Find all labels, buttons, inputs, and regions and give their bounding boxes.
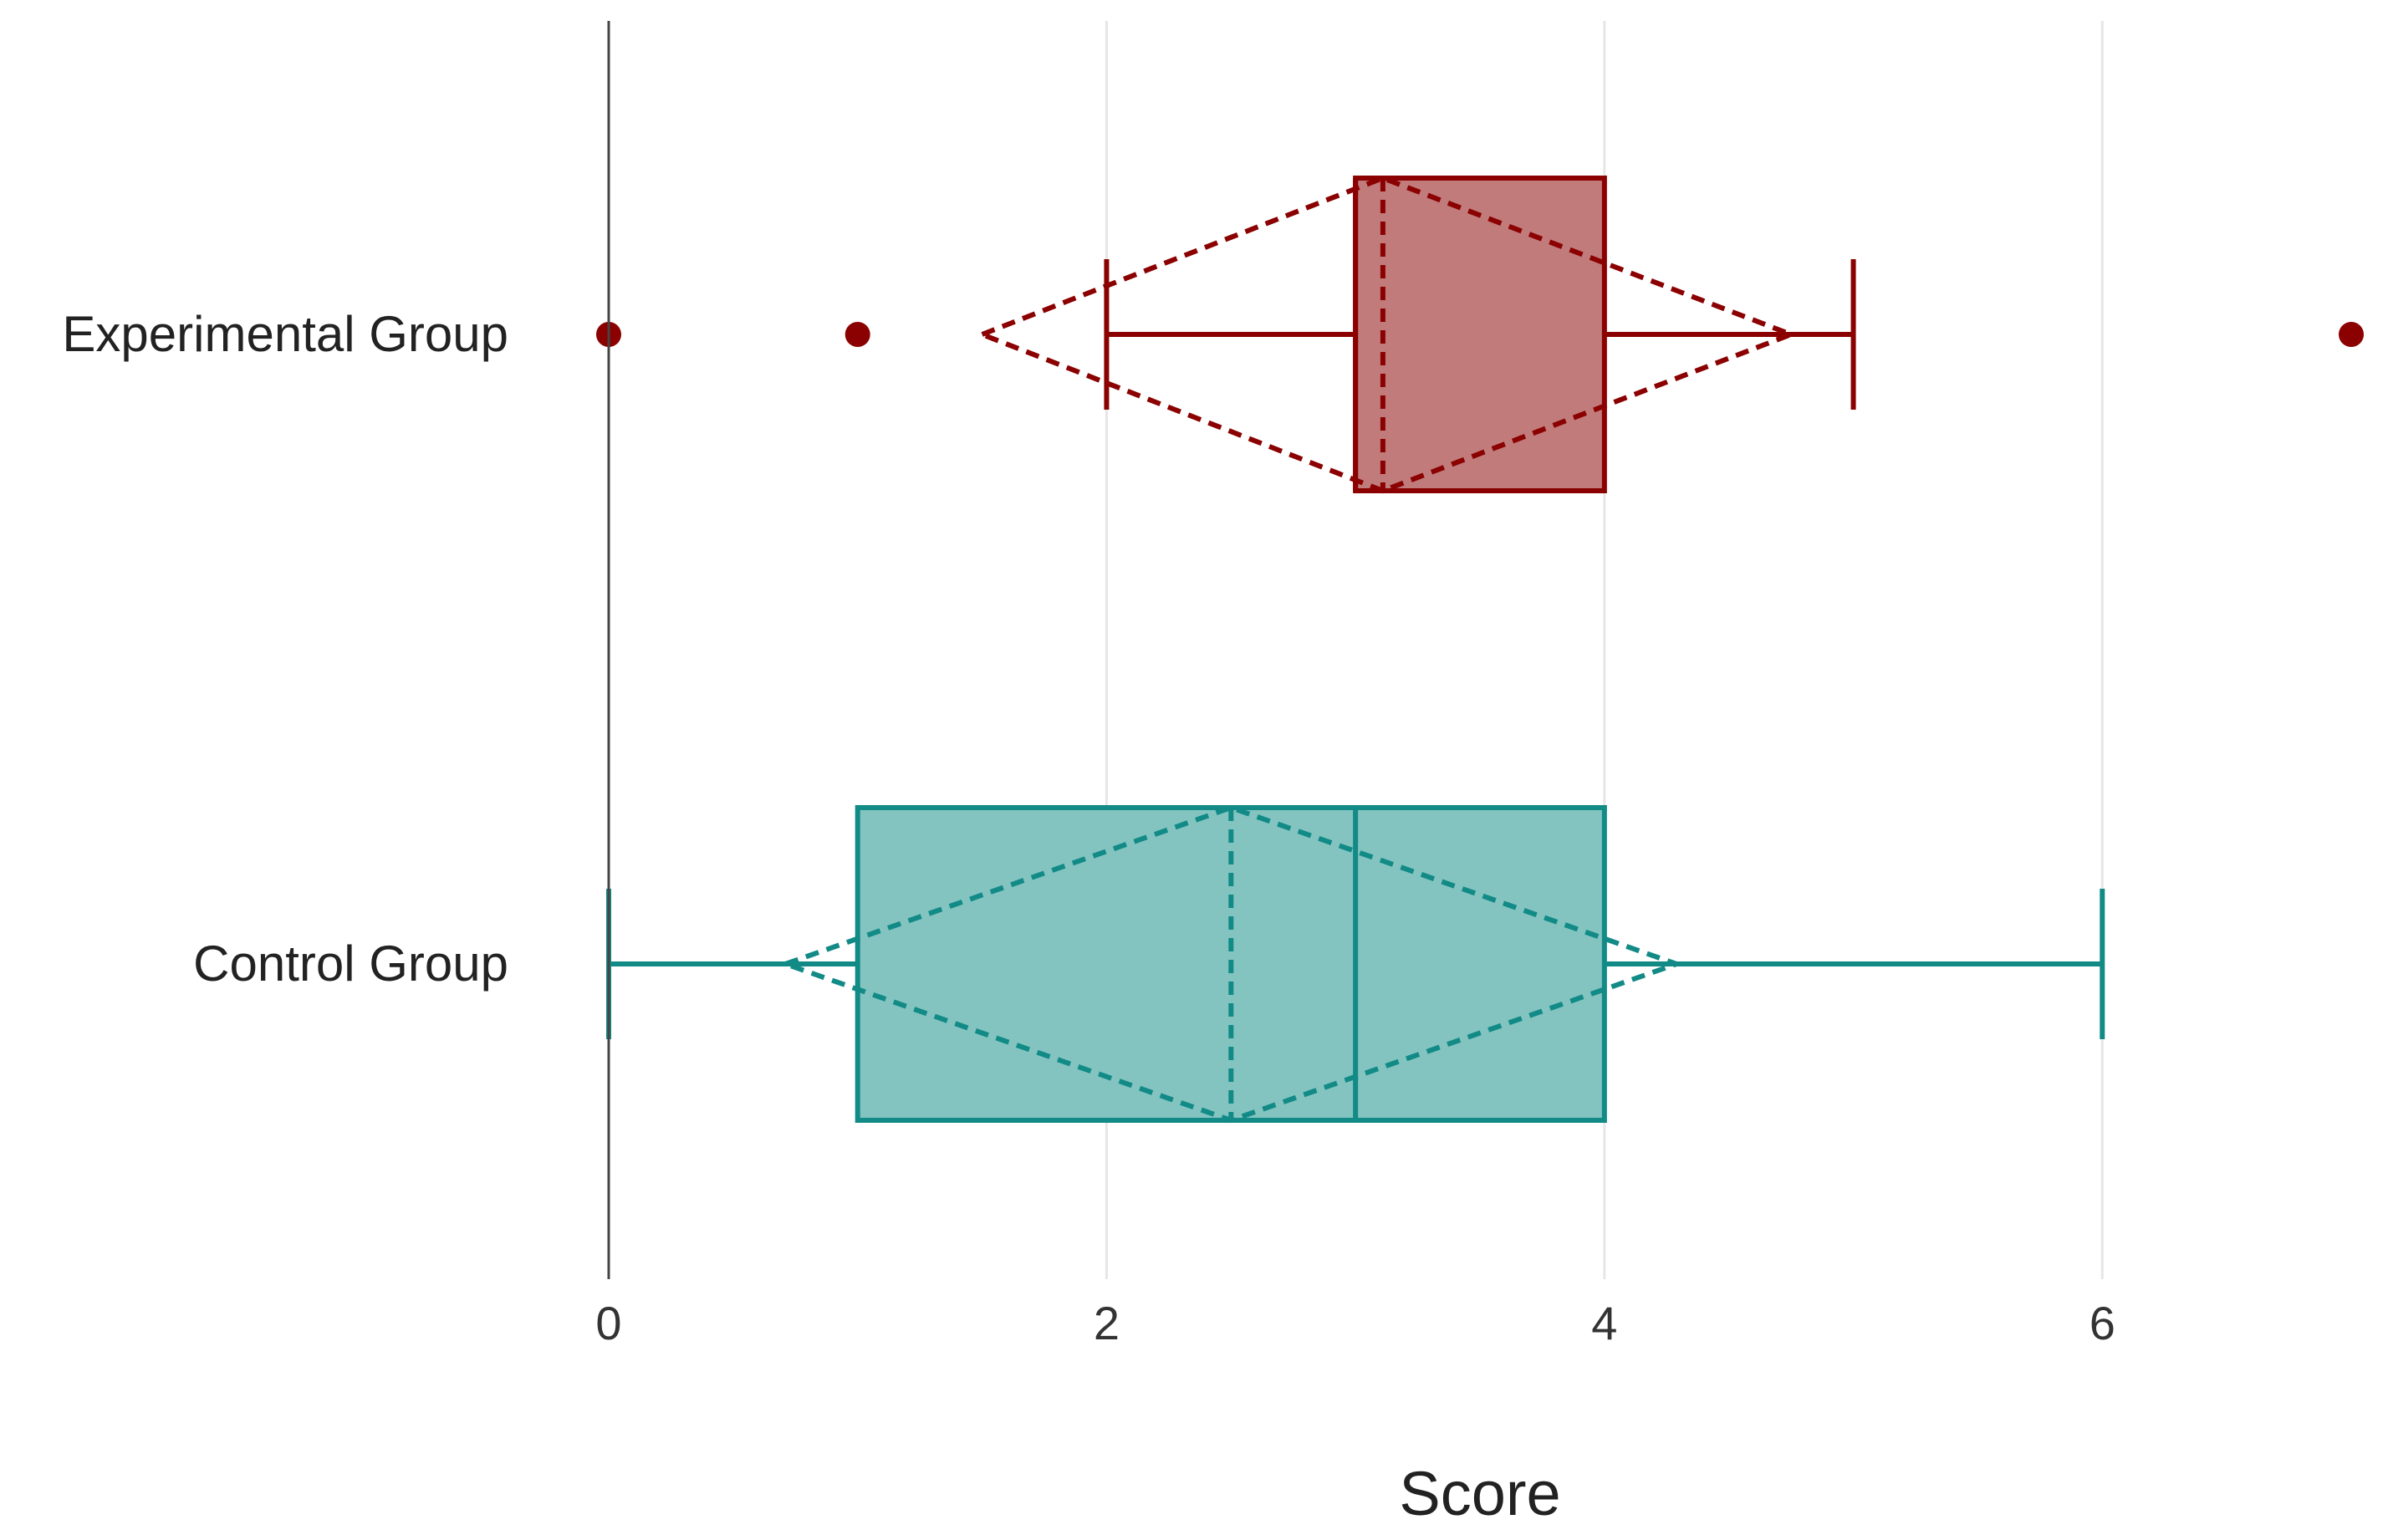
- x-tick-label: 4: [1591, 1297, 1617, 1349]
- box-group: [596, 175, 2364, 494]
- x-tick-label: 2: [1094, 1297, 1120, 1349]
- box-plot-series: [596, 175, 2364, 1124]
- x-tick-label: 6: [2090, 1297, 2115, 1349]
- category-labels: Experimental Group Control Group: [62, 306, 508, 992]
- box-iqr: [1353, 176, 1607, 493]
- x-axis-title: Score: [1399, 1459, 1560, 1528]
- category-label: Control Group: [193, 936, 508, 992]
- x-axis: 0 2 4 6: [595, 21, 2115, 1349]
- outlier-point: [2339, 322, 2364, 347]
- mean-sd-diamond: [778, 804, 1685, 1124]
- mean-sd-diamond: [975, 175, 1799, 494]
- box-group: [606, 804, 2105, 1124]
- category-label: Experimental Group: [62, 306, 508, 362]
- outlier-point: [845, 322, 870, 347]
- x-tick-label: 0: [595, 1297, 621, 1349]
